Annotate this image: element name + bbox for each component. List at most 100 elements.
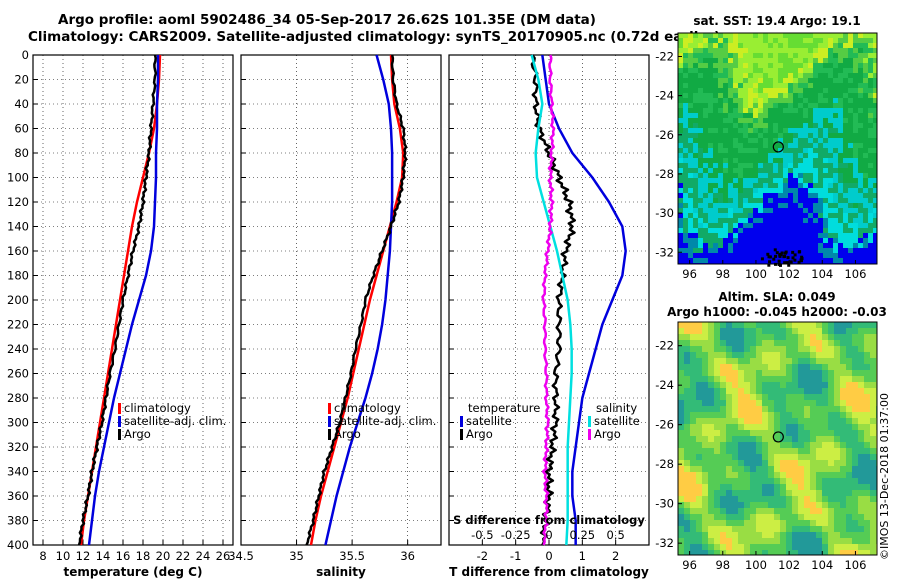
x-axis-label: temperature (deg C) — [64, 565, 203, 579]
panel-temperature: 8 10 12 14 16 18 20 22 24 26 temperature (deg C) cl… — [32, 54, 234, 579]
lat-tick-label: -26 — [655, 418, 674, 432]
lon-tick-label: 106 — [844, 558, 866, 572]
legend-swatch — [588, 416, 591, 427]
lon-tick-label: 100 — [745, 558, 767, 572]
lon-tick-label: 106 — [844, 267, 866, 281]
panel-difference: -2 -1 0 1 2 T difference from climatology S di… — [448, 54, 650, 579]
depth-tick-label: 20 — [14, 73, 29, 87]
lat-tick-label: -24 — [655, 378, 674, 392]
lat-tick-label: -22 — [655, 49, 674, 63]
x-tick-label: 14 — [96, 549, 111, 563]
legend-swatch — [460, 416, 463, 427]
depth-tick-label: 340 — [7, 465, 29, 479]
lat-tick-label: -26 — [655, 128, 674, 142]
series-line-T-satellite — [541, 54, 627, 545]
x-tick-label: 8 — [39, 549, 46, 563]
s-axis-label: S difference from climatology — [453, 513, 645, 527]
legend-label: climatology — [124, 401, 191, 415]
x-tick-label: 18 — [136, 549, 151, 563]
legend-swatch — [460, 429, 463, 440]
s-tick-label: -0.25 — [501, 528, 531, 542]
legend-label: satellite-adj. clim. — [334, 414, 436, 428]
x-axis-label: T difference from climatology — [449, 565, 649, 579]
depth-tick-label: 60 — [14, 122, 29, 136]
series-line-Argo — [305, 54, 408, 546]
lon-tick-label: 104 — [811, 267, 833, 281]
x-tick-label: -2 — [477, 549, 488, 563]
depth-tick-label: 80 — [14, 146, 29, 160]
s-tick-label: 0.5 — [607, 528, 625, 542]
lat-tick-label: -30 — [655, 206, 674, 220]
series-line-satellite-adj. clim. — [324, 54, 394, 546]
legend-swatch — [588, 429, 591, 440]
x-tick-label: 10 — [56, 549, 71, 563]
axes-frame — [32, 54, 234, 546]
legend-label: Argo — [466, 427, 493, 441]
series-line-S-satellite — [530, 54, 573, 546]
lat-tick-label: -32 — [655, 245, 674, 259]
lat-tick-label: -24 — [655, 89, 674, 103]
depth-tick-label: 120 — [7, 195, 29, 209]
depth-tick-label: 380 — [7, 514, 29, 528]
depth-tick-label: 280 — [7, 391, 29, 405]
legend-swatch — [328, 416, 331, 427]
x-tick-label: 24 — [196, 549, 211, 563]
x-tick-label: 36 — [400, 549, 415, 563]
legend-title-salinity: salinity — [596, 401, 637, 415]
legend-swatch — [328, 429, 331, 440]
legend-label: satellite — [466, 414, 512, 428]
series-line-climatology — [79, 54, 162, 546]
legend-title-temperature: temperature — [468, 401, 540, 415]
map-frame — [677, 32, 878, 265]
lon-tick-label: 102 — [778, 558, 800, 572]
legend-label: satellite-adj. clim. — [124, 414, 226, 428]
s-tick-label: 0 — [545, 528, 552, 542]
legend-swatch — [328, 403, 331, 414]
legend-label: Argo — [124, 427, 151, 441]
depth-tick-label: 180 — [7, 269, 29, 283]
sla-map: 96 98 100 102 104 106 -22 -24 -26 -28 -30 -32 — [655, 321, 878, 572]
x-tick-label: 1 — [579, 549, 586, 563]
legend-swatch — [118, 403, 121, 414]
x-tick-label: 16 — [116, 549, 131, 563]
depth-tick-label: 140 — [7, 220, 29, 234]
x-tick-label: 26 — [216, 549, 231, 563]
x-tick-label: 35.5 — [339, 549, 365, 563]
chart-title-line2: Climatology: CARS2009. Satellite-adjuste… — [28, 29, 721, 45]
depth-axis: 0 20 40 60 80 100 120 140 160 180 200 220 240 260 280 3… — [7, 48, 454, 552]
lon-tick-label: 96 — [682, 267, 697, 281]
legend-label: Argo — [334, 427, 361, 441]
s-tick-label: 0.25 — [570, 528, 596, 542]
depth-tick-label: 160 — [7, 244, 29, 258]
s-tick-label: -0.5 — [471, 528, 493, 542]
series-line-Argo — [77, 54, 158, 546]
map-frame — [677, 321, 878, 556]
lat-tick-label: -30 — [655, 497, 674, 511]
series-line-satellite-adj. clim. — [87, 55, 160, 546]
argo-float-marker — [772, 431, 784, 443]
depth-tick-label: 260 — [7, 367, 29, 381]
argo-float-marker — [772, 141, 784, 153]
lon-tick-label: 104 — [811, 558, 833, 572]
x-tick-label: 2 — [612, 549, 619, 563]
lon-tick-label: 96 — [682, 558, 697, 572]
sst-map: 96 98 100 102 104 106 -22 -24 -26 -28 -30 -32 — [655, 32, 878, 281]
depth-tick-label: 240 — [7, 342, 29, 356]
axes-frame — [240, 54, 442, 546]
depth-tick-label: 400 — [7, 538, 29, 552]
panel-salinity: 34.5 35 35.5 36 salinity climatologysatellite… — [228, 54, 442, 579]
depth-tick-label: 40 — [14, 97, 29, 111]
x-axis-label: salinity — [316, 565, 366, 579]
series-line-T-Argo — [530, 54, 576, 546]
chart-title-line1: Argo profile: aoml 5902486_34 05-Sep-201… — [58, 12, 596, 28]
depth-tick-label: 0 — [22, 48, 29, 62]
sst-map-title: sat. SST: 19.4 Argo: 19.1 — [693, 14, 860, 28]
depth-tick-label: 300 — [7, 416, 29, 430]
depth-tick-label: 360 — [7, 489, 29, 503]
series-line-climatology — [309, 54, 405, 546]
legend-label: satellite — [594, 414, 640, 428]
sla-map-title-1: Altim. SLA: 0.049 — [718, 290, 835, 304]
x-tick-label: 12 — [76, 549, 91, 563]
axes-frame — [448, 54, 650, 546]
depth-tick-label: 220 — [7, 318, 29, 332]
